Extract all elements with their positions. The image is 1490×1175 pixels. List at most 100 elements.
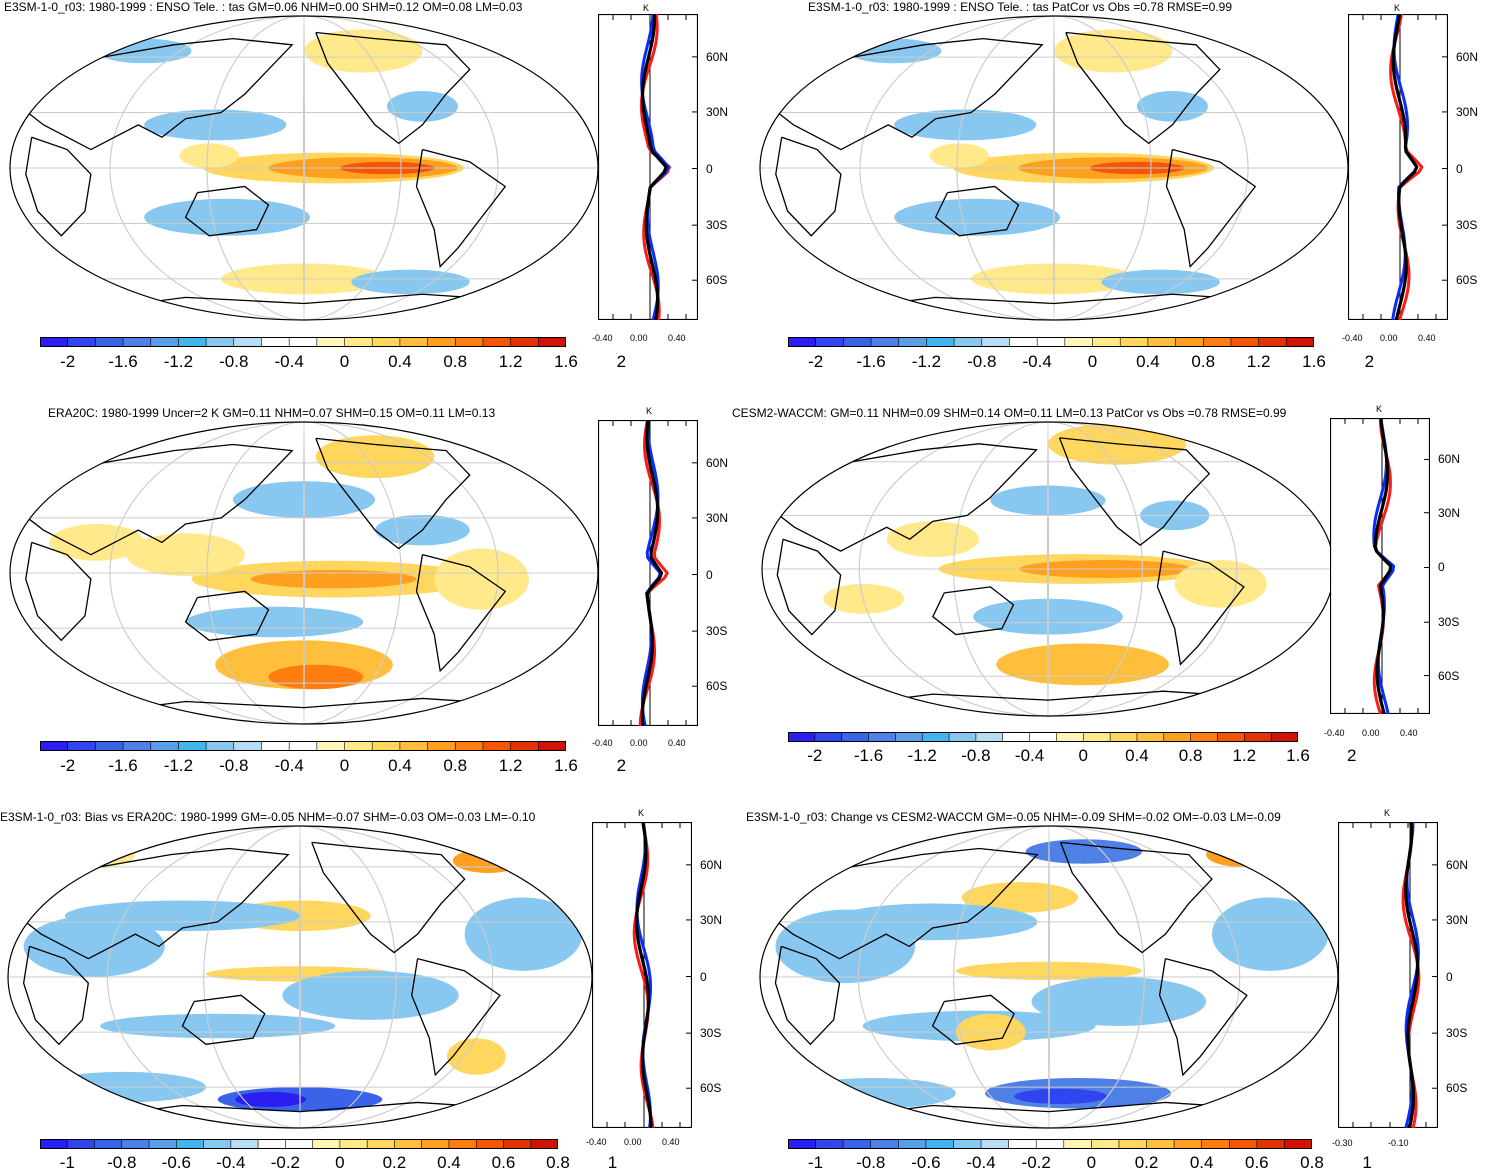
colorbar-tick-label: -0.8 [967, 352, 997, 371]
colorbar-swatch [261, 337, 290, 347]
colorbar-swatch [178, 337, 207, 347]
colorbar-tick-label: -0.4 [274, 352, 304, 371]
colorbar-tick-label: 2 [616, 352, 627, 371]
graticule-meridian [953, 826, 1145, 1128]
colorbar-swatch [843, 337, 872, 347]
colorbar-swatch [1008, 1139, 1037, 1149]
anomaly-region [304, 29, 423, 73]
lat-labels: 60N 30N 0 30S 60S [696, 822, 736, 1128]
profile-x-tick-label: -0.40 [586, 1137, 607, 1147]
coastline [311, 841, 466, 954]
lat-tick-label: 60N [706, 49, 729, 64]
colorbar-swatch [870, 1139, 899, 1149]
colorbar-swatch [981, 337, 1010, 347]
colorbar-tick-label: 0.6 [1245, 1153, 1269, 1172]
coastline [17, 847, 290, 960]
profile-x-tick-label: -0.40 [592, 738, 613, 748]
world-map [761, 421, 1335, 717]
profile-frame [1338, 822, 1438, 1128]
profile-x-tick-label: 0.00 [624, 1137, 642, 1147]
colorbar-swatch [503, 1139, 532, 1149]
colorbar-swatch [285, 1139, 314, 1149]
anomaly-region [235, 1091, 306, 1108]
colorbar-swatch [843, 1139, 872, 1149]
colorbar-swatch [1271, 732, 1298, 742]
colorbar-tick-label: 0 [339, 756, 350, 775]
colorbar-tick-label: -0.6 [161, 1153, 191, 1172]
lat-labels: 60N 30N 0 30S 60S [702, 14, 742, 320]
lat-tick-label: 30S [706, 624, 728, 639]
colorbar-swatch [261, 741, 290, 751]
profile-x-tick-label: 0.00 [630, 333, 648, 343]
colorbar-swatch [538, 337, 566, 347]
colorbar-swatch [868, 732, 896, 742]
anomaly-region [447, 1038, 506, 1075]
colorbar-swatch [206, 741, 235, 751]
profile-x-tick-label: -0.10 [1388, 1138, 1409, 1148]
lat-tick-label: 30N [1446, 912, 1469, 927]
colorbar-labels: -2 -1.6 -1.2 -0.8 -0.4 0 0.4 0.8 1.2 1.6 2 [788, 352, 1374, 374]
colorbar-swatch [203, 1139, 232, 1149]
anomaly-region [250, 569, 417, 589]
profile-x-tick-label: 0.40 [662, 1137, 680, 1147]
colorbar-swatch [40, 1139, 68, 1149]
colorbar-swatch [1002, 732, 1031, 742]
anomaly-region [1174, 560, 1267, 608]
colorbar-swatch [476, 1139, 504, 1149]
anomaly-region [185, 606, 364, 638]
lat-tick-label: 30S [1438, 615, 1460, 630]
colorbar-swatch [339, 1139, 368, 1149]
graticule-meridian [109, 422, 499, 724]
colorbar-swatch [1286, 337, 1314, 347]
colorbar-swatch [815, 1139, 844, 1149]
colorbar-swatch [1110, 732, 1138, 742]
lat-tick-label: 60S [1438, 668, 1460, 683]
coastline [184, 185, 270, 237]
anomaly-region [929, 143, 989, 168]
colorbar-tick-label: -1.6 [853, 746, 884, 765]
lat-tick-label: 60S [706, 679, 728, 694]
colorbar-tick-label: 0.4 [437, 1153, 461, 1172]
colorbar-swatch [1120, 337, 1149, 347]
colorbar-labels: -2 -1.6 -1.2 -0.8 -0.4 0 0.4 0.8 1.2 1.6 2 [40, 756, 626, 778]
coastline [1058, 437, 1211, 546]
anomaly-region [996, 643, 1169, 686]
profile-obs-line [638, 420, 669, 726]
coastline [25, 541, 92, 642]
colorbar [40, 337, 566, 347]
profile-mean-line [1391, 14, 1419, 320]
colorbar-tick-label: -1 [808, 1153, 824, 1172]
profile-x-labels: -0.40 0.00 0.40 [1324, 728, 1436, 742]
colorbar-tick-label: -0.8 [219, 756, 249, 775]
colorbar-swatch [121, 1139, 150, 1149]
profile-x-tick-label: -0.40 [1342, 333, 1363, 343]
lat-tick-label: 30N [706, 510, 729, 525]
colorbar-swatch [1244, 732, 1272, 742]
anomaly-region [1054, 29, 1173, 73]
colorbar-swatch [367, 1139, 395, 1149]
coastline [931, 586, 1015, 636]
colorbar-tick-label: 0 [339, 352, 350, 371]
coastline [774, 945, 841, 1046]
colorbar-swatch [1118, 1139, 1148, 1149]
colorbar-swatch [1083, 732, 1111, 742]
lat-tick-label: 30N [1456, 104, 1479, 119]
colorbar-swatch [289, 337, 318, 347]
profile-obs-line [1389, 14, 1424, 320]
colorbar-tick-label: -0.4 [966, 1153, 996, 1172]
coastline [25, 136, 92, 237]
colorbar-swatch [954, 337, 983, 347]
profile-x-tick-label: 0.00 [1380, 333, 1398, 343]
colorbar-tick-label: 0.8 [1178, 746, 1203, 765]
anomaly-region [1014, 1088, 1108, 1104]
colorbar-labels: -2 -1.6 -1.2 -0.8 -0.4 0 0.4 0.8 1.2 1.6 2 [788, 746, 1356, 768]
zonal-mean-profile [598, 420, 698, 726]
colorbar-swatch [482, 741, 512, 751]
colorbar-tick-label: 0.4 [1189, 1153, 1214, 1172]
colorbar [40, 741, 566, 751]
zonal-mean-profile [598, 14, 698, 320]
profile-x-tick-label: -0.30 [1332, 1138, 1353, 1148]
profile-x-tick-label: 0.00 [1362, 728, 1380, 738]
colorbar-swatch [949, 732, 977, 742]
colorbar-swatch [1163, 732, 1192, 742]
